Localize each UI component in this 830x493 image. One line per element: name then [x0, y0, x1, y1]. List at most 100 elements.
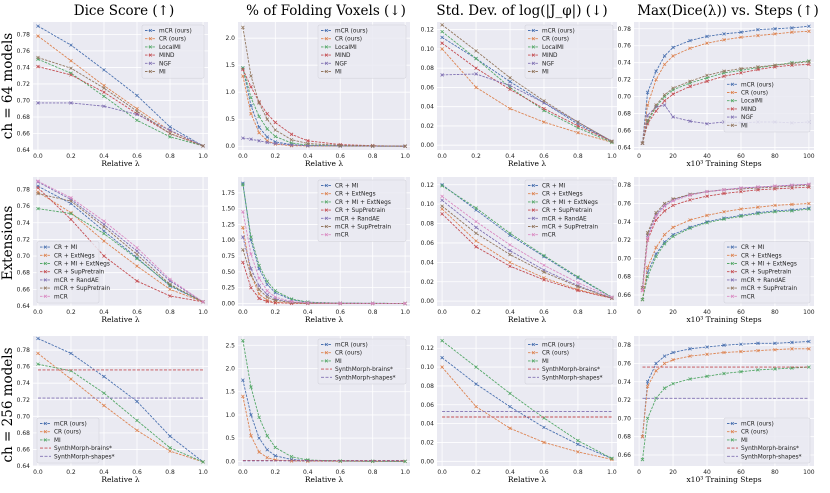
- data-point: [102, 225, 106, 229]
- data-point: [265, 117, 269, 121]
- x-tick-label: 20: [669, 153, 677, 160]
- x-tick-label: 0.8: [165, 153, 175, 160]
- data-point: [576, 276, 580, 280]
- data-point: [168, 449, 172, 453]
- data-point: [241, 260, 245, 265]
- legend-marker: [148, 61, 153, 65]
- series-line: [37, 58, 204, 147]
- data-point: [662, 54, 667, 58]
- data-point: [508, 252, 512, 257]
- legend-marker: [324, 183, 329, 188]
- data-point: [705, 374, 709, 379]
- y-tick-label: 0.06: [421, 84, 435, 91]
- x-axis-label: Relative λ: [101, 315, 139, 324]
- y-tick-label: 0.78: [17, 186, 31, 193]
- x-tick-label: 0.2: [471, 309, 481, 316]
- legend-marker: [531, 233, 536, 237]
- legend-marker: [531, 61, 536, 65]
- legend-marker: [730, 82, 735, 86]
- legend-entry: mCR + RandAE: [741, 278, 786, 284]
- legend-entry: mCR + RandAE: [542, 216, 587, 222]
- data-point: [305, 141, 310, 146]
- data-point: [36, 186, 40, 190]
- legend: mCR (ours) CR (ours) LocalMI MIND NGF MI: [723, 78, 811, 133]
- x-axis-label: Relative λ: [101, 475, 139, 484]
- legend-box: [317, 338, 407, 385]
- y-tick-label: 0.74: [17, 220, 31, 227]
- x-tick-label: 0.8: [573, 309, 583, 316]
- data-point: [508, 426, 512, 431]
- data-point: [440, 194, 444, 199]
- x-tick-label: 0.6: [335, 309, 345, 316]
- legend-entry: mCR (ours): [54, 422, 87, 428]
- y-tick-label: 0.72: [17, 397, 31, 404]
- data-point: [610, 456, 614, 461]
- data-point: [168, 446, 172, 450]
- y-tick-label: 0.78: [618, 342, 632, 349]
- y-tick-label: 0.00: [421, 142, 435, 149]
- data-point: [508, 76, 512, 80]
- data-point: [654, 245, 658, 250]
- legend-entry: CR + ExtNegs: [741, 253, 782, 259]
- y-tick-label: 0.72: [618, 77, 632, 84]
- legend-entry: CR + MI + ExtNegs: [335, 200, 391, 206]
- y-tick-label: 0.12: [421, 182, 435, 189]
- series-line: [37, 187, 204, 303]
- data-point: [773, 203, 777, 208]
- series-line: [37, 35, 204, 147]
- y-tick-label: 0.66: [618, 128, 632, 135]
- legend-entry: mCR + RandAE: [335, 216, 380, 222]
- legend-entry: SynthMorph-shapes*: [54, 454, 115, 460]
- data-point: [773, 209, 777, 214]
- data-point: [739, 71, 743, 75]
- y-tick-label: 0.66: [618, 292, 632, 299]
- data-point: [722, 191, 726, 196]
- data-point: [257, 266, 261, 271]
- x-tick-label: 60: [737, 469, 745, 476]
- data-point: [135, 252, 139, 257]
- data-point: [654, 369, 658, 373]
- data-point: [249, 137, 253, 141]
- y-tick-label: 0.25: [222, 285, 236, 292]
- data-point: [135, 109, 139, 113]
- data-point: [773, 63, 777, 68]
- legend-entry: MIND: [741, 107, 757, 113]
- legend-box: [723, 78, 811, 133]
- legend-entry: MI: [335, 359, 342, 365]
- x-tick-label: 0.6: [132, 309, 142, 316]
- legend-entry: SynthMorph-brains*: [542, 367, 600, 373]
- y-tick-label: 0.64: [17, 147, 31, 154]
- data-point: [807, 60, 811, 64]
- data-point: [474, 56, 478, 61]
- data-point: [756, 65, 760, 69]
- data-point: [576, 275, 580, 279]
- x-tick-label: 0.6: [539, 153, 549, 160]
- data-point: [102, 239, 106, 243]
- legend-marker: [324, 192, 329, 196]
- legend-marker: [730, 278, 735, 282]
- data-point: [671, 86, 675, 90]
- legend-marker: [730, 107, 735, 111]
- data-point: [249, 252, 253, 256]
- legend-entry: SynthMorph-shapes*: [741, 454, 802, 460]
- legend-box: [524, 179, 614, 242]
- legend-box: [524, 338, 614, 385]
- y-tick-label: 0.68: [17, 114, 31, 121]
- data-point: [688, 226, 692, 231]
- series-line: [242, 69, 406, 147]
- data-point: [102, 391, 106, 395]
- data-point: [102, 68, 106, 72]
- data-point: [69, 101, 73, 105]
- legend-box: [317, 24, 407, 79]
- x-tick-label: 60: [737, 309, 745, 316]
- legend: CR + MI CR + ExtNegs CR + MI + ExtNegs CR +…: [524, 179, 614, 242]
- data-point: [36, 101, 40, 105]
- data-point: [671, 350, 675, 355]
- data-point: [610, 139, 614, 144]
- x-tick-label: 0.0: [238, 469, 248, 476]
- series-line: [441, 24, 613, 142]
- data-point: [273, 289, 278, 293]
- data-point: [688, 377, 692, 381]
- y-tick-label: 0.72: [17, 236, 31, 243]
- chart-panel-r1c3: 0 20 40 60 80 100 0.66 0.68 0.70 0.72 0.74 0.76 0.78…: [618, 177, 815, 324]
